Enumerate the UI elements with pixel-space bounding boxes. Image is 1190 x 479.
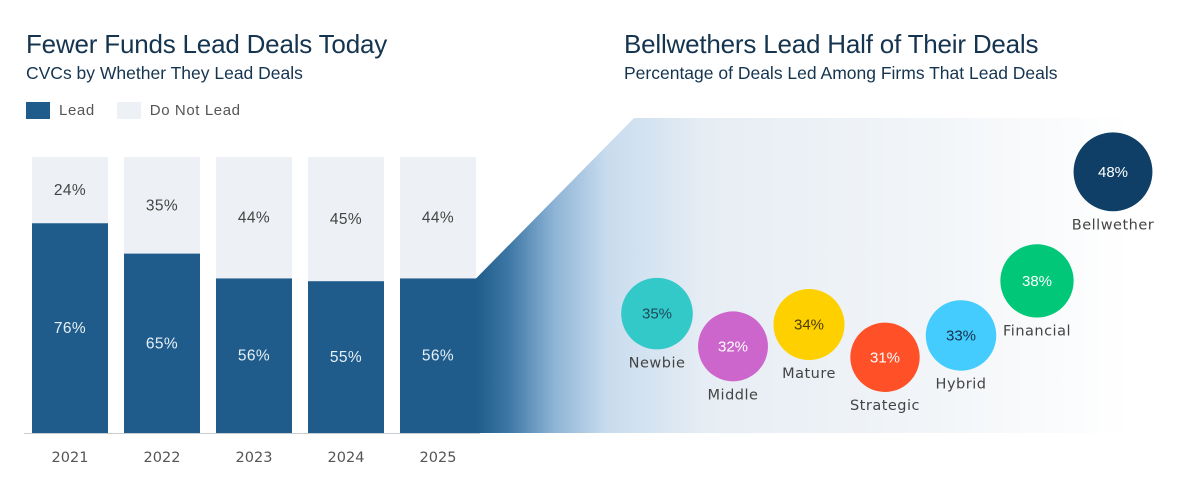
bar-label-lead: 65% <box>146 335 178 352</box>
bubble-label-middle: Middle <box>708 387 759 403</box>
bubble-value-newbie: 35% <box>642 306 672 323</box>
bar-label-do-not-lead: 44% <box>238 210 270 227</box>
left-chart-title: Fewer Funds Lead Deals Today <box>26 29 388 59</box>
bar-lead-2024 <box>308 281 384 433</box>
bar-do-not-lead-2022 <box>124 157 200 254</box>
bar-do-not-lead-2024 <box>308 157 384 282</box>
legend-swatch-lead <box>26 102 50 119</box>
legend-label-lead: Lead <box>59 102 95 119</box>
bubble-value-financial: 38% <box>1022 273 1052 290</box>
bubble-label-newbie: Newbie <box>629 355 686 371</box>
right-chart-title: Bellwethers Lead Half of Their Deals <box>624 29 1039 59</box>
bubble-label-bellwether: Bellwether <box>1072 217 1154 233</box>
legend: Lead Do Not Lead <box>26 102 263 119</box>
left-chart-subtitle: CVCs by Whether They Lead Deals <box>26 63 303 83</box>
bar-label-lead: 56% <box>422 348 454 365</box>
x-tick-label: 2021 <box>52 450 89 466</box>
bar-do-not-lead-2021 <box>32 157 108 224</box>
bubble-strategic <box>850 322 920 392</box>
bar-do-not-lead-2025 <box>400 157 476 279</box>
bar-label-do-not-lead: 44% <box>422 210 454 227</box>
bubble-value-hybrid: 33% <box>946 327 976 344</box>
legend-swatch-do-not-lead <box>116 102 141 119</box>
bubble-value-mature: 34% <box>794 317 824 334</box>
legend-item-lead: Lead <box>26 102 95 119</box>
bar-label-do-not-lead: 35% <box>146 197 178 214</box>
x-tick-label: 2024 <box>328 450 365 466</box>
bar-label-do-not-lead: 45% <box>330 211 362 228</box>
bar-label-lead: 55% <box>330 349 362 366</box>
bar-label-do-not-lead: 24% <box>54 182 86 199</box>
bar-lead-2021 <box>32 223 108 433</box>
right-chart-subtitle: Percentage of Deals Led Among Firms That… <box>624 63 1058 83</box>
bubble-label-hybrid: Hybrid <box>936 377 987 393</box>
bar-do-not-lead-2023 <box>216 157 292 279</box>
bubble-bellwether <box>1073 132 1153 212</box>
bubble-label-financial: Financial <box>1003 324 1071 340</box>
bar-lead-2022 <box>124 253 200 433</box>
x-tick-label: 2023 <box>236 450 273 466</box>
bar-chart: 24% 76% 2021 35% 65% 2022 44% 56% 2023 45% 55% 2024… <box>24 157 480 466</box>
bar-lead-2023 <box>216 278 292 433</box>
bar-label-lead: 76% <box>54 320 86 337</box>
x-tick-label: 2025 <box>420 450 457 466</box>
bubble-value-bellwether: 48% <box>1098 164 1128 181</box>
bubble-middle <box>698 311 768 382</box>
bar-lead-2025 <box>400 278 476 433</box>
bubble-label-mature: Mature <box>782 366 836 382</box>
bar-label-lead: 56% <box>238 348 270 365</box>
legend-item-do-not-lead: Do Not Lead <box>116 102 241 119</box>
x-tick-label: 2022 <box>144 450 181 466</box>
bubble-value-strategic: 31% <box>870 349 900 366</box>
bubble-hybrid <box>925 300 997 371</box>
bubble-financial <box>1000 244 1074 318</box>
bubble-mature <box>773 289 845 361</box>
legend-label-do-not-lead: Do Not Lead <box>149 102 241 119</box>
bubble-chart: 35% Newbie 32% Middle 34% Mature 31% Strategic 3… <box>621 132 1154 414</box>
bubble-value-middle: 32% <box>718 338 748 355</box>
bubble-label-strategic: Strategic <box>850 398 920 414</box>
bubble-newbie <box>621 277 693 350</box>
